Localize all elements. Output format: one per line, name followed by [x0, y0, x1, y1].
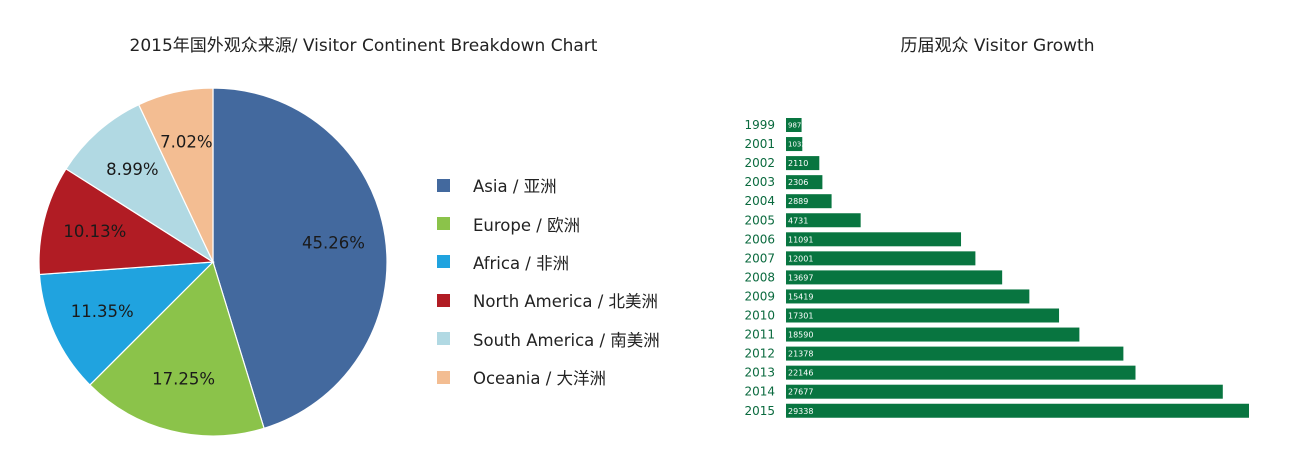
bar-14 [786, 384, 1223, 399]
bar-value-label-14: 27677 [788, 388, 813, 397]
bar-13 [786, 365, 1136, 380]
bar-value-label-0: 987 [788, 122, 801, 130]
bar-category-label-2: 2002 [744, 156, 775, 170]
bar-1 [786, 137, 803, 152]
pie-slice-1 [89, 260, 265, 437]
pie-slice-label-0: 45.26% [302, 233, 365, 252]
bar-category-label-10: 2010 [744, 309, 775, 323]
legend-swatch-0 [437, 178, 450, 192]
bar-category-label-6: 2006 [744, 232, 775, 246]
bar-6 [786, 232, 962, 247]
bar-value-label-4: 2889 [788, 197, 808, 206]
bar-value-label-3: 2306 [788, 178, 808, 187]
bar-category-label-13: 2013 [744, 366, 775, 380]
pie-slice-label-5: 7.02% [160, 133, 212, 152]
bar-value-label-10: 17301 [788, 312, 813, 321]
pie-slice-label-1: 17.25% [152, 370, 215, 389]
legend-item-1: Europe / 欧洲 [437, 204, 660, 242]
legend-item-0: Asia / 亚洲 [437, 166, 660, 204]
legend-label-0: Asia / 亚洲 [473, 177, 557, 197]
bar-value-label-9: 15419 [788, 292, 813, 301]
bar-category-label-4: 2004 [744, 194, 775, 208]
bar-value-label-12: 21378 [788, 350, 813, 359]
pie-slice-2 [38, 261, 215, 386]
bar-value-label-1: 1032 [788, 141, 806, 149]
bar-value-label-15: 29338 [788, 407, 813, 416]
bar-15 [786, 403, 1249, 418]
bar-category-label-3: 2003 [744, 175, 775, 189]
pie-chart-title: 2015年国外观众来源/ Visitor Continent Breakdown… [129, 36, 598, 56]
bar-category-label-0: 1999 [744, 118, 775, 132]
legend-label-3: North America / 北美洲 [473, 292, 659, 312]
pie-chart: 45.26% 17.25% 11.35% 10.13% 8.99%7.02% [38, 87, 388, 437]
bar-value-label-13: 22146 [788, 369, 813, 378]
legend-label-5: Oceania / 大洋洲 [473, 369, 607, 389]
bar-value-label-2: 2110 [788, 159, 808, 168]
bar-category-label-12: 2012 [744, 347, 775, 361]
legend-item-3: North America / 北美洲 [437, 281, 660, 319]
bar-chart: 1999 987 2001 1032 2002 2110 2003 2306 2004 2889 2… [744, 118, 1249, 418]
bar-value-label-6: 11091 [788, 235, 813, 244]
bar-category-label-9: 2009 [744, 289, 775, 303]
legend-swatch-3 [437, 293, 450, 307]
bar-value-label-7: 12001 [788, 254, 813, 263]
bar-value-label-11: 18590 [788, 331, 813, 340]
pie-slice-label-4: 8.99% [106, 160, 158, 179]
pie-slice-4 [65, 103, 215, 264]
bar-value-label-8: 13697 [788, 273, 813, 282]
pie-slice-0 [212, 87, 388, 430]
bar-3 [786, 175, 823, 190]
legend-swatch-5 [437, 370, 450, 384]
bar-category-label-1: 2001 [744, 137, 775, 151]
pie-slice-label-3: 10.13% [63, 222, 126, 241]
pie-slice-5 [137, 87, 214, 263]
legend-item-2: Africa / 非洲 [437, 243, 660, 281]
pie-legend: Asia / 亚洲 Europe / 欧洲 Africa / 非洲 North Ame… [437, 166, 660, 396]
legend-swatch-1 [437, 217, 450, 231]
bar-category-label-14: 2014 [744, 385, 775, 399]
bar-12 [786, 346, 1124, 361]
bar-5 [786, 213, 861, 228]
legend-label-4: South America / 南美洲 [473, 330, 660, 350]
bar-category-label-11: 2011 [744, 328, 775, 342]
legend-item-5: Oceania / 大洋洲 [437, 358, 660, 396]
bar-0 [786, 118, 802, 132]
bar-chart-title: 历届观众 Visitor Growth [900, 36, 1095, 56]
bar-category-label-15: 2015 [744, 404, 775, 418]
legend-item-4: South America / 南美洲 [437, 320, 660, 358]
bar-9 [786, 289, 1030, 304]
bar-8 [786, 270, 1003, 285]
bar-category-label-8: 2008 [744, 270, 775, 284]
bar-7 [786, 251, 976, 266]
bar-11 [786, 327, 1080, 342]
bar-value-label-5: 4731 [788, 216, 808, 225]
pie-slice-label-2: 11.35% [71, 302, 134, 321]
pie-slice-3 [38, 168, 215, 276]
legend-swatch-2 [437, 255, 450, 269]
bar-4 [786, 194, 832, 209]
bar-10 [786, 308, 1060, 323]
bar-category-label-5: 2005 [744, 213, 775, 227]
bar-category-label-7: 2007 [744, 251, 775, 265]
bar-2 [786, 156, 820, 171]
legend-swatch-4 [437, 332, 450, 346]
legend-label-1: Europe / 欧洲 [473, 215, 581, 235]
legend-label-2: Africa / 非洲 [473, 253, 570, 273]
